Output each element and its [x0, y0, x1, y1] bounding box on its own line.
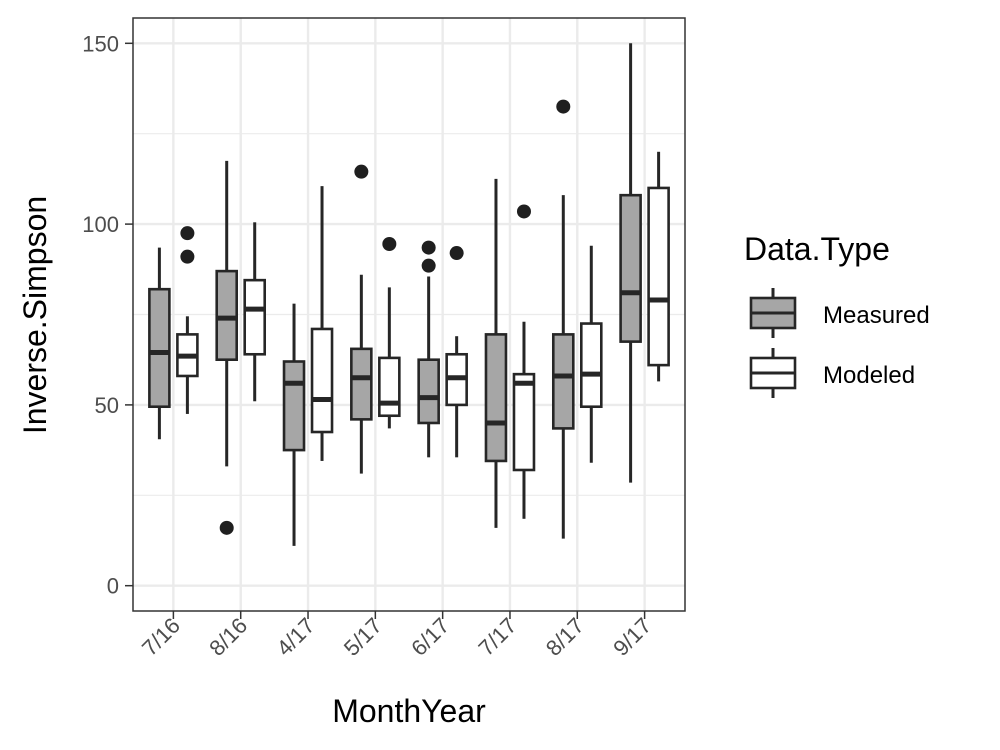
box-modeled-7/17	[512, 204, 536, 519]
legend-key-measured	[749, 288, 797, 338]
outlier-point	[421, 258, 436, 273]
box-iqr	[282, 360, 306, 452]
box-iqr	[243, 278, 267, 356]
box-iqr	[619, 193, 642, 343]
legend-keys	[749, 288, 797, 398]
box-iqr	[551, 333, 575, 430]
grid-lines	[133, 18, 685, 611]
y-tick-label: 0	[107, 574, 119, 599]
outlier-point	[516, 204, 531, 219]
outlier-point	[449, 246, 464, 261]
box-measured-7/17	[484, 178, 508, 528]
legend-title: Data.Type	[744, 231, 890, 267]
legend-label-measured: Measured	[823, 302, 930, 329]
box-iqr	[378, 356, 401, 418]
y-tick-label: 150	[82, 31, 119, 56]
box-iqr	[215, 269, 239, 361]
box-measured-6/17	[417, 240, 440, 458]
box-iqr	[647, 186, 670, 367]
y-tick-label: 100	[82, 212, 119, 237]
box-measured-5/17	[350, 164, 373, 474]
legend-key-modeled	[749, 348, 797, 398]
box-measured-7/16	[148, 247, 171, 440]
legend: Data.Type Measured Modeled	[744, 231, 930, 398]
outlier-point	[180, 226, 195, 241]
y-axis-title: Inverse.Simpson	[17, 196, 53, 434]
box-modeled-4/17	[310, 186, 334, 461]
box-modeled-6/17	[445, 246, 468, 458]
y-tick-label: 50	[95, 393, 119, 418]
box-measured-4/17	[282, 303, 306, 546]
box-modeled-5/17	[378, 236, 401, 429]
outlier-point	[354, 164, 369, 179]
boxes	[148, 43, 670, 546]
box-iqr	[350, 347, 373, 421]
outlier-point	[219, 520, 234, 535]
outlier-point	[382, 236, 397, 251]
box-iqr	[310, 327, 334, 434]
outlier-point	[180, 249, 195, 264]
outlier-point	[556, 99, 571, 114]
box-iqr	[512, 372, 536, 472]
box-modeled-8/17	[579, 245, 603, 463]
box-measured-8/16	[215, 160, 239, 535]
box-modeled-7/16	[176, 226, 199, 414]
box-iqr	[417, 358, 440, 425]
box-iqr	[484, 333, 508, 463]
box-iqr	[579, 322, 603, 409]
legend-label-modeled: Modeled	[823, 362, 915, 389]
box-modeled-9/17	[647, 151, 670, 382]
outlier-point	[421, 240, 436, 255]
box-measured-9/17	[619, 43, 642, 483]
box-modeled-8/16	[243, 222, 267, 402]
x-axis-title: MonthYear	[332, 693, 486, 729]
box-measured-8/17	[551, 99, 575, 539]
panel-border	[132, 17, 686, 612]
box-iqr	[148, 287, 171, 409]
